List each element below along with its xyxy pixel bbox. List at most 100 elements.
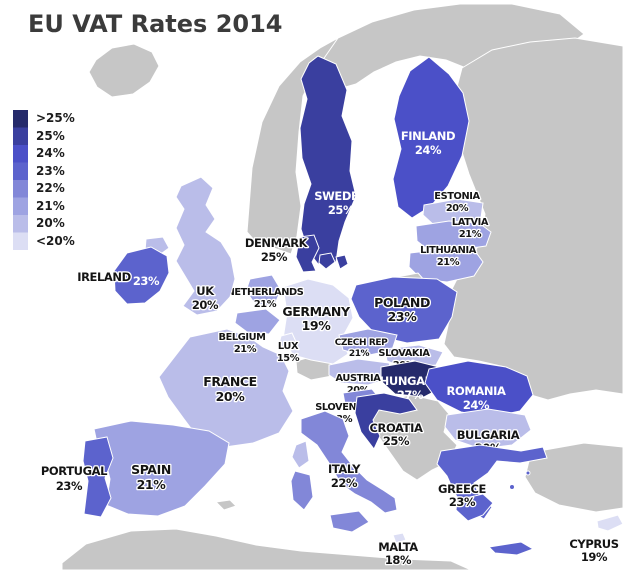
africa-shape (61, 528, 472, 570)
croatia-rate: 25% (383, 434, 410, 448)
spain-label: SPAIN (131, 462, 171, 477)
spain-rate: 21% (137, 477, 167, 492)
denmark-islands-shape2 (335, 254, 349, 270)
latvia-rate: 21% (459, 229, 482, 240)
balearic-shape (214, 499, 237, 511)
legend-label: 20% (36, 216, 65, 230)
finland-label: FINLAND (401, 129, 455, 143)
country-spain: SPAIN 21% (93, 420, 230, 517)
country-denmark: DENMARK 25% (244, 234, 349, 273)
romania-shape (424, 360, 534, 418)
country-romania: ROMANIA 24% (424, 360, 534, 418)
page-title: EU VAT Rates 2014 (28, 10, 282, 38)
malta-rate: 18% (385, 553, 412, 567)
country-latvia: LATVIA 21% (415, 216, 492, 253)
legend-swatch (13, 110, 28, 128)
malta-label: MALTA (378, 540, 418, 554)
country-italy: ITALY 22% (290, 410, 398, 533)
croatia-shape (354, 392, 418, 450)
crete-shape (487, 541, 535, 556)
legend-label: 24% (36, 146, 65, 160)
france-label: FRANCE (203, 374, 257, 389)
latvia-shape (415, 220, 492, 253)
country-belgium: BELGIUM 21% (217, 308, 281, 356)
ireland-shape (113, 246, 170, 305)
country-cyprus: CYPRUS 19% (568, 514, 623, 565)
finland-rate: 24% (415, 143, 442, 157)
luxembourg-rate: 15% (277, 353, 300, 364)
bulgaria-shape (444, 408, 532, 450)
belgium-label: BELGIUM (219, 332, 266, 343)
country-croatia: CROATIA 25% (354, 392, 425, 450)
country-poland: POLAND 23% (350, 276, 458, 344)
romania-label: ROMANIA (447, 384, 506, 398)
finland-shape (392, 56, 470, 219)
peloponnese-shape (455, 493, 494, 522)
legend-swatch (13, 232, 28, 250)
sardinia-shape (290, 470, 314, 511)
portugal-label: PORTUGAL (41, 464, 108, 478)
country-czech-republic: CZECH REP 21% (333, 328, 398, 360)
estonia-shape (422, 198, 484, 227)
czech-rate: 21% (349, 349, 370, 359)
legend-label: 21% (36, 199, 65, 213)
legend-label: 25% (36, 129, 65, 143)
turkey-shape (524, 442, 623, 513)
legend-label: 22% (36, 181, 65, 195)
italy-shape (300, 410, 398, 514)
country-luxembourg: LUX 15% (276, 332, 301, 365)
estonia-label: ESTONIA (434, 191, 480, 202)
uk-label: UK (196, 284, 215, 298)
poland-rate: 23% (388, 309, 418, 324)
germany-rate: 19% (302, 318, 332, 333)
legend-swatch (13, 127, 28, 145)
portugal-shape (82, 436, 114, 518)
country-malta: MALTA 18% (377, 532, 420, 568)
luxembourg-label: LUX (278, 341, 299, 352)
country-finland: FINLAND 24% (392, 56, 470, 219)
aegean-island (509, 484, 515, 490)
france-shape (158, 328, 294, 448)
cyprus-rate: 19% (581, 550, 608, 564)
denmark-islands-shape (318, 252, 336, 270)
sweden-shape (299, 55, 357, 265)
germany-label: GERMANY (282, 304, 351, 319)
legend-label: >25% (36, 111, 75, 125)
austria-label: AUSTRIA (336, 373, 382, 384)
bulgaria-label: BULGARIA (457, 428, 520, 442)
luxembourg-shape (278, 332, 298, 352)
netherlands-label: NETHERLANDS (227, 287, 304, 298)
netherlands-shape (245, 274, 282, 307)
country-portugal: PORTUGAL 23% (40, 436, 114, 518)
cyprus-shape (596, 514, 623, 532)
legend-label: <20% (36, 234, 75, 248)
ireland-label: IRELAND (77, 270, 131, 284)
legend-swatch (13, 197, 28, 215)
lithuania-shape (408, 248, 484, 283)
country-germany: GERMANY 19% (281, 278, 354, 365)
italy-rate: 22% (331, 476, 358, 490)
country-estonia: ESTONIA 20% (422, 190, 484, 227)
malta-shape (392, 532, 407, 544)
netherlands-rate: 21% (254, 299, 277, 310)
uk-shape (175, 176, 236, 316)
country-sweden: SWEDEN 25% (299, 55, 368, 265)
uk-rate: 20% (192, 298, 219, 312)
ireland-rate: 23% (133, 274, 160, 288)
country-ireland: IRELAND 23% (76, 246, 170, 305)
portugal-rate: 23% (56, 479, 83, 493)
legend-swatch (13, 180, 28, 198)
france-rate: 20% (216, 389, 246, 404)
greece-label: GREECE (438, 482, 486, 496)
lithuania-rate: 21% (437, 257, 460, 268)
legend-swatch (13, 162, 28, 180)
legend: >25% 25% 24% 23% 22% 21% 20% <20% (13, 110, 75, 250)
cyprus-label: CYPRUS (569, 537, 618, 551)
italy-label: ITALY (328, 462, 361, 476)
lithuania-label: LITHUANIA (420, 245, 477, 256)
belgium-shape (234, 308, 281, 335)
russia-east-shape (443, 37, 623, 401)
country-france: FRANCE 20% (158, 328, 310, 469)
sweden-rate: 25% (328, 203, 355, 217)
